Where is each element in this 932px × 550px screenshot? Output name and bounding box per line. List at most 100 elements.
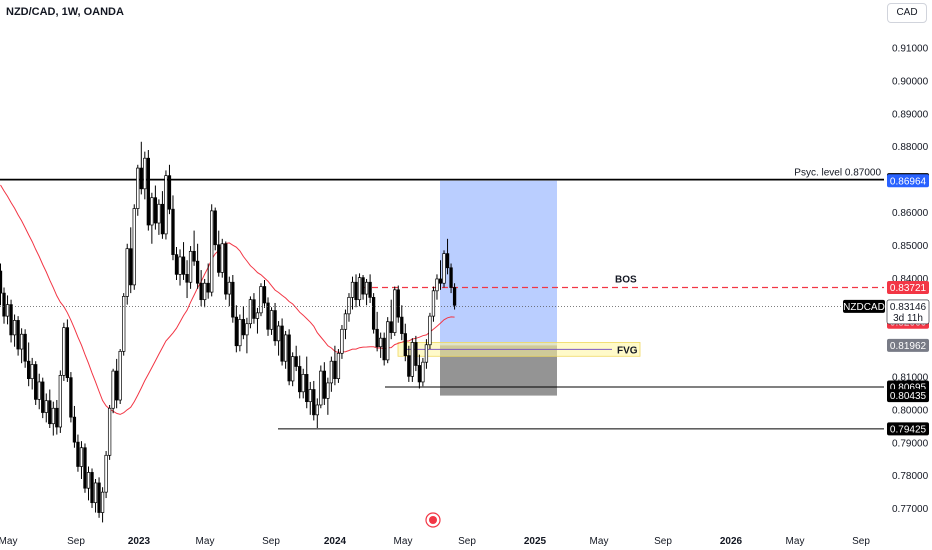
price-tag-bg — [887, 280, 929, 294]
candle-body — [298, 366, 302, 393]
candle-body — [171, 208, 175, 255]
y-tick-label: 0.77000 — [892, 504, 929, 515]
x-tick-label: May — [394, 536, 413, 547]
candle-body — [255, 312, 260, 319]
candle-body — [199, 282, 203, 301]
candle-body — [382, 337, 386, 361]
candle-body — [269, 310, 274, 330]
candle-body — [375, 328, 379, 348]
candle-body — [167, 175, 172, 210]
price-tag-value: 0.80435 — [890, 391, 927, 402]
candle-body — [340, 328, 344, 354]
candle-body — [315, 404, 319, 416]
candle-body — [231, 281, 235, 318]
candle-body — [266, 302, 270, 330]
fvg-zone-layer[interactable]: FVG — [397, 342, 641, 357]
moving-average-layer — [0, 184, 455, 415]
price-tag-value: 0.83721 — [890, 283, 927, 294]
moving-average-line — [0, 184, 455, 415]
position-tool-layer[interactable] — [440, 180, 557, 396]
x-tick-label: Sep — [262, 536, 280, 547]
candle-body — [361, 277, 365, 295]
candle-body — [9, 304, 13, 336]
currency-button[interactable]: CAD — [887, 3, 927, 23]
candle-body — [438, 278, 443, 284]
y-tick-label: 0.88000 — [892, 142, 929, 153]
candle-body — [347, 297, 351, 315]
price-tag-value: 0.81962 — [890, 341, 927, 352]
candle-body — [333, 360, 337, 379]
candle-body — [350, 281, 355, 298]
candle-body — [27, 360, 31, 379]
candle-body — [206, 282, 210, 293]
extra-marks-layer — [425, 512, 441, 528]
candle-body — [283, 334, 288, 362]
candle-body — [435, 278, 439, 292]
candle-body — [326, 382, 330, 399]
candle-body — [389, 321, 393, 333]
candle-body — [41, 381, 45, 413]
candle-body — [0, 270, 3, 294]
candle-body — [30, 364, 34, 379]
psyc-level-label: Psyc. level 0.87000 — [794, 168, 881, 179]
symbol-tag-bg — [843, 299, 885, 313]
candle-body — [44, 400, 48, 413]
candle-body — [19, 333, 24, 350]
candle-body — [428, 315, 432, 346]
candle-body — [241, 319, 246, 336]
candle-body — [400, 316, 404, 334]
x-tick-label: May — [196, 536, 215, 547]
candle-body — [118, 350, 122, 401]
candle-body — [354, 281, 358, 301]
y-tick-label: 0.84000 — [892, 274, 929, 285]
candle-body — [174, 254, 179, 275]
y-tick-label: 0.90000 — [892, 76, 929, 87]
candle-body — [125, 248, 129, 297]
candle-body — [157, 203, 161, 224]
candle-body — [115, 370, 119, 401]
countdown-label: 3d 11h — [893, 313, 923, 324]
candle-body — [379, 337, 383, 348]
candle-body — [217, 244, 221, 273]
fvg-label: FVG — [617, 345, 638, 356]
candle-body — [224, 243, 228, 295]
candlestick-series — [0, 141, 457, 523]
candle-body — [368, 281, 372, 298]
y-tick-label: 0.81000 — [892, 373, 929, 384]
candle-body — [410, 342, 414, 377]
candle-body — [34, 364, 38, 400]
symbol-title: NZD/CAD, 1W, OANDA — [6, 6, 124, 18]
candle-body — [280, 325, 284, 362]
candle-body — [195, 260, 200, 284]
candle-body — [107, 407, 112, 456]
candle-body — [90, 472, 94, 504]
y-tick-label: 0.80000 — [892, 405, 929, 416]
price-tag-bg — [887, 389, 929, 403]
x-tick-label: Sep — [654, 536, 672, 547]
economic-event-icon-dot — [429, 516, 437, 524]
x-tick-label: 2025 — [524, 536, 547, 547]
candle-body — [188, 250, 193, 283]
candle-body — [136, 167, 140, 209]
candle-body — [160, 203, 165, 235]
candle-body — [273, 310, 277, 342]
candle-body — [93, 482, 98, 504]
candle-body — [396, 289, 400, 318]
candle-body — [245, 323, 249, 336]
candle-body — [424, 344, 429, 363]
candle-body — [357, 277, 362, 301]
price-tag-value: 0.80695 — [890, 383, 927, 394]
candle-body — [76, 441, 80, 467]
candle-body — [104, 454, 108, 493]
candle-body — [364, 281, 369, 295]
candle-body — [48, 400, 52, 425]
candle-body — [210, 210, 214, 293]
x-tick-label: May — [0, 536, 17, 547]
x-tick-label: 2024 — [324, 536, 347, 547]
candle-body — [16, 320, 20, 350]
candle-body — [287, 334, 291, 382]
current-price-tag-value: 0.83146 — [890, 302, 927, 313]
price-tag-bg — [887, 174, 929, 188]
x-tick-label: 2023 — [128, 536, 151, 547]
